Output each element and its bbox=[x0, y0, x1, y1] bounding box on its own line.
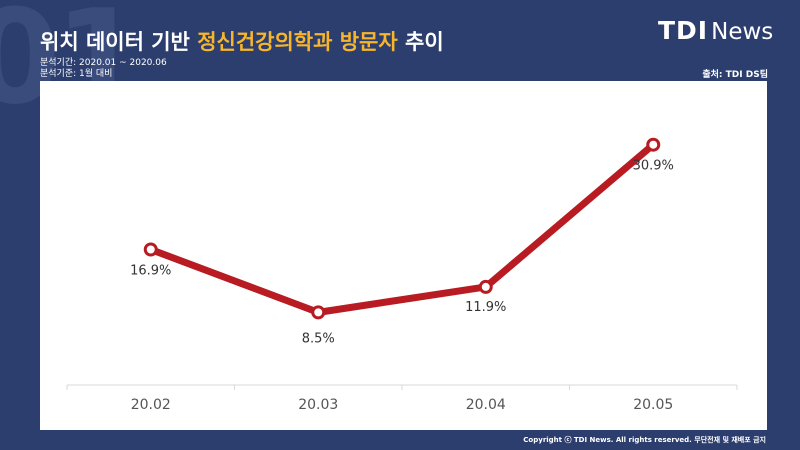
data-point-20.02 bbox=[143, 242, 158, 257]
page-title: 위치 데이터 기반 정신건강의학과 방문자 추이 bbox=[40, 26, 444, 56]
x-tick-label-20.05: 20.05 bbox=[633, 397, 673, 413]
title-prefix: 위치 데이터 기반 bbox=[40, 30, 198, 54]
analysis-period: 분석기간: 2020.01 ~ 2020.06 bbox=[40, 58, 167, 68]
brand-logo: TDI News bbox=[658, 16, 773, 45]
analysis-meta: 분석기간: 2020.01 ~ 2020.06 분석기준: 1월 대비 bbox=[40, 58, 167, 80]
copyright-notice: Copyright ⓒ TDI News. All rights reserve… bbox=[523, 436, 766, 444]
analysis-basis: 분석기준: 1월 대비 bbox=[40, 69, 113, 79]
logo-mark: TDI bbox=[658, 16, 709, 45]
data-label-20.04: 11.9% bbox=[465, 300, 506, 315]
x-tick-label-20.02: 20.02 bbox=[131, 397, 171, 413]
data-label-20.03: 8.5% bbox=[302, 331, 335, 346]
title-suffix: 추이 bbox=[397, 30, 444, 54]
source-label: 출처: TDI DS팀 bbox=[702, 70, 768, 80]
data-label-20.02: 16.9% bbox=[130, 263, 171, 278]
line-chart: 16.9% 8.5% 11.9% 30.9% 20.02 20.03 20.04 20.05 bbox=[66, 137, 738, 413]
x-tick-label-20.03: 20.03 bbox=[298, 397, 338, 413]
chart-panel: 16.9% 8.5% 11.9% 30.9% 20.02 20.03 20.04 20.05 bbox=[40, 81, 767, 430]
x-tick-label-20.04: 20.04 bbox=[466, 397, 506, 413]
data-point-20.05 bbox=[646, 137, 661, 152]
data-point-20.04 bbox=[478, 279, 493, 294]
data-point-20.03 bbox=[311, 305, 326, 320]
logo-name: News bbox=[711, 19, 774, 45]
data-label-20.05: 30.9% bbox=[633, 159, 674, 174]
series-line bbox=[147, 141, 657, 316]
title-highlight: 정신건강의학과 방문자 bbox=[197, 30, 398, 54]
